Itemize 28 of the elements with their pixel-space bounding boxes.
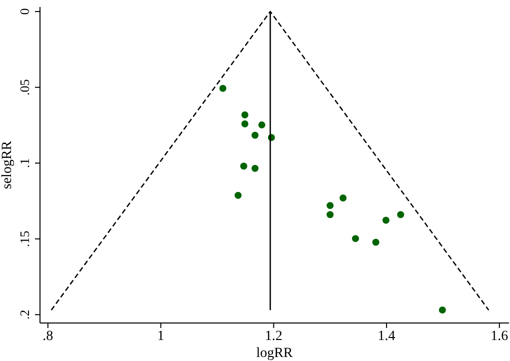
point <box>326 211 334 218</box>
point <box>340 194 347 202</box>
y-axis-title: selogRR <box>0 140 15 190</box>
y-tick-label: .05 <box>17 79 32 96</box>
point <box>326 202 334 210</box>
point <box>397 211 404 218</box>
point <box>241 120 248 128</box>
x-tick-label: 1.2 <box>264 328 282 344</box>
y-tick-label: .1 <box>17 158 32 168</box>
y-tick-label: 0 <box>17 8 32 15</box>
point <box>438 306 446 314</box>
point <box>372 238 380 246</box>
point <box>352 235 359 242</box>
x-tick-label: 1.4 <box>378 328 396 344</box>
x-tick-label: 1.6 <box>490 328 508 344</box>
y-tick-label: .15 <box>17 230 32 248</box>
point <box>241 111 248 118</box>
point <box>252 164 259 172</box>
point <box>240 162 248 170</box>
x-tick-label: .8 <box>42 328 54 344</box>
point <box>219 84 226 92</box>
x-axis-title: logRR <box>256 346 294 361</box>
point <box>234 192 242 199</box>
x-tick-label: 1 <box>157 328 164 344</box>
point <box>258 121 266 128</box>
point <box>382 216 390 224</box>
y-tick-label: .2 <box>17 310 32 320</box>
point <box>252 132 259 139</box>
